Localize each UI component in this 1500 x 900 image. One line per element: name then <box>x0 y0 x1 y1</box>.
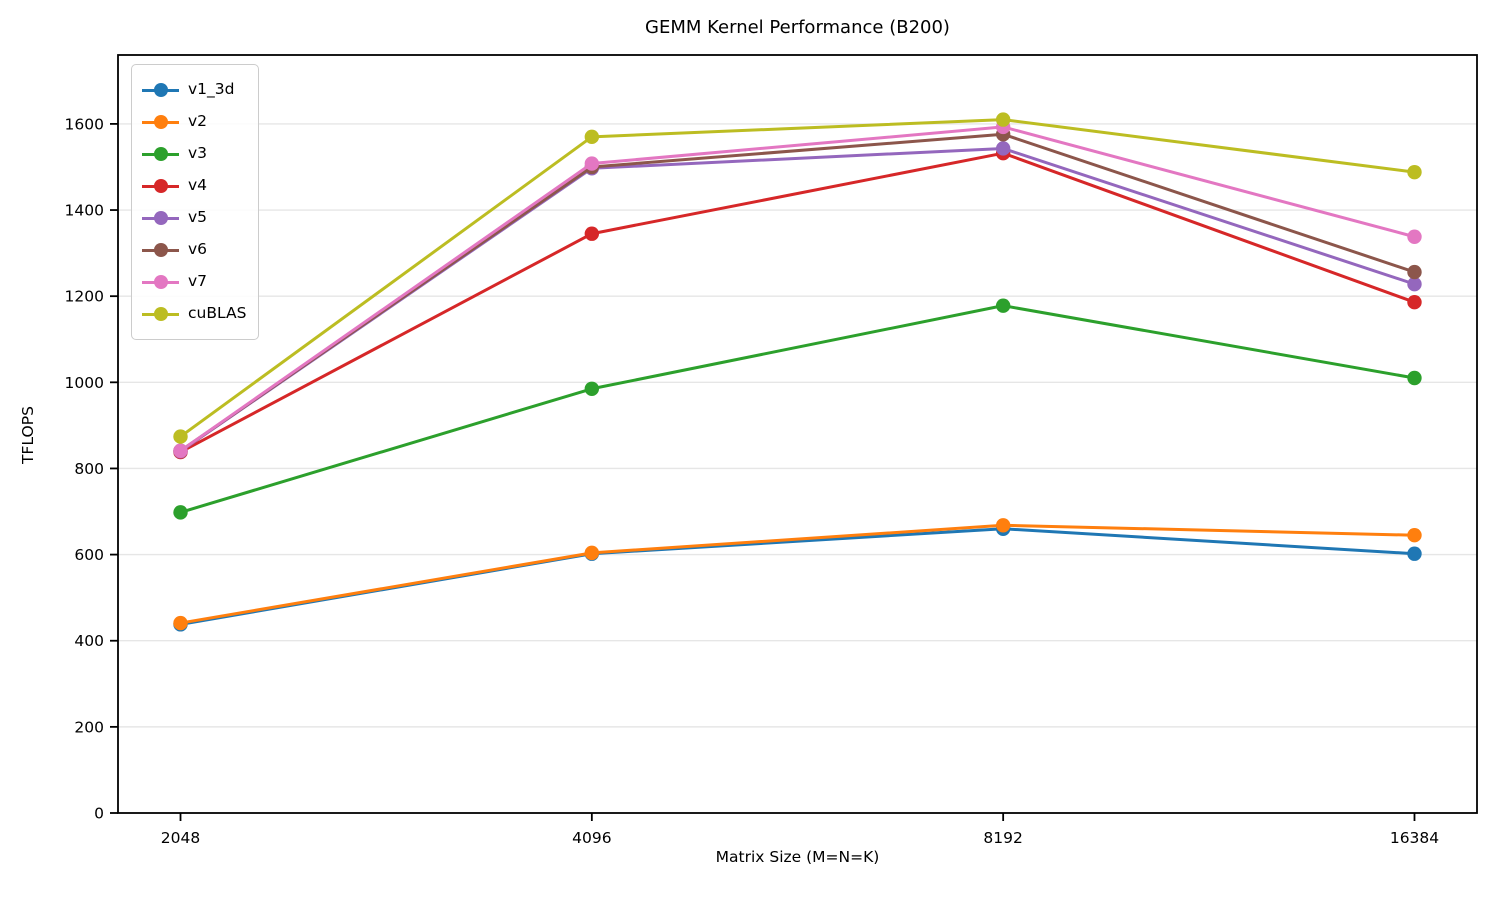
x-tick-label: 4096 <box>572 829 611 847</box>
legend-item-v2: v2 <box>142 106 246 138</box>
legend-label: v4 <box>188 176 208 195</box>
series-marker-v3 <box>1407 370 1422 386</box>
x-tick-label: 2048 <box>161 829 200 847</box>
y-tick-label: 1400 <box>65 202 104 220</box>
x-tick-label: 16384 <box>1390 829 1439 847</box>
series-line-v3 <box>179 304 1416 514</box>
legend-label: cuBLAS <box>188 304 247 323</box>
series-line-cuBLAS <box>179 118 1416 439</box>
legend-line-marker-icon <box>142 179 179 193</box>
series-line-v4 <box>179 151 1416 454</box>
series-marker-v7 <box>173 443 188 458</box>
series-marker-v3 <box>995 298 1011 313</box>
legend-label: v2 <box>188 112 208 131</box>
legend-label: v3 <box>188 144 208 163</box>
series-marker-v2 <box>1407 528 1422 543</box>
series-marker-v7 <box>1407 229 1422 244</box>
series-marker-v5 <box>995 141 1011 156</box>
series-marker-v6 <box>1407 264 1422 280</box>
series-marker-v4 <box>584 226 600 241</box>
legend-label: v7 <box>188 272 208 291</box>
y-tick-label: 0 <box>94 805 104 823</box>
y-tick-label: 1000 <box>65 374 104 392</box>
legend-label: v1_3d <box>188 80 235 99</box>
chart-title: GEMM Kernel Performance (B200) <box>645 17 950 38</box>
legend-item-v5: v5 <box>142 202 246 234</box>
legend-line-marker-icon <box>142 147 179 161</box>
y-tick-label: 600 <box>74 546 104 564</box>
x-tick-label: 8192 <box>983 829 1022 847</box>
series-line-v7 <box>179 125 1416 453</box>
series-marker-v2 <box>995 518 1011 533</box>
legend-item-v7: v7 <box>142 266 246 298</box>
series-marker-v4 <box>1407 295 1422 310</box>
series-marker-v2 <box>173 615 188 631</box>
series-marker-cuBLAS <box>1407 164 1422 180</box>
series-line-v2 <box>179 523 1416 625</box>
series-marker-v2 <box>584 545 600 561</box>
series-marker-cuBLAS <box>584 129 600 145</box>
series-line-v1_3d <box>179 527 1416 626</box>
legend-line-marker-icon <box>142 243 179 257</box>
legend-line-marker-icon <box>142 83 179 97</box>
series-marker-cuBLAS <box>173 429 188 444</box>
series-marker-v5 <box>1407 276 1422 292</box>
legend-item-v3: v3 <box>142 138 246 170</box>
legend-item-v6: v6 <box>142 234 246 266</box>
y-tick-label: 400 <box>74 632 104 650</box>
series-marker-v7 <box>584 156 600 171</box>
y-tick-label: 1200 <box>65 288 104 306</box>
legend-line-marker-icon <box>142 115 179 129</box>
series-line-v6 <box>179 132 1416 453</box>
series-marker-v1_3d <box>1407 546 1422 561</box>
series-marker-v3 <box>584 381 600 396</box>
legend-line-marker-icon <box>142 275 179 289</box>
series-marker-cuBLAS <box>995 112 1011 127</box>
plot-frame <box>117 54 1478 814</box>
legend-item-v4: v4 <box>142 170 246 202</box>
y-tick-label: 800 <box>74 460 104 478</box>
legend-line-marker-icon <box>142 307 179 321</box>
legend-line-marker-icon <box>142 211 179 225</box>
y-tick-label: 200 <box>74 718 104 736</box>
legend-label: v5 <box>188 208 208 227</box>
legend-label: v6 <box>188 240 208 259</box>
series-marker-v3 <box>173 505 188 520</box>
x-axis-label: Matrix Size (M=N=K) <box>715 848 880 866</box>
legend-item-v1_3d: v1_3d <box>142 74 246 106</box>
legend: v1_3d v2 v3 v4 v5 v6 v7 cuBLAS <box>131 64 260 340</box>
legend-item-cuBLAS: cuBLAS <box>142 298 246 330</box>
y-tick-label: 1600 <box>65 115 104 133</box>
